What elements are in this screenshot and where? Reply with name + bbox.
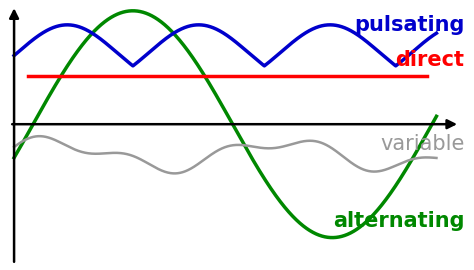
Text: pulsating: pulsating (354, 15, 465, 35)
Text: variable: variable (380, 134, 465, 154)
Text: direct: direct (396, 50, 465, 70)
Text: alternating: alternating (333, 211, 465, 231)
